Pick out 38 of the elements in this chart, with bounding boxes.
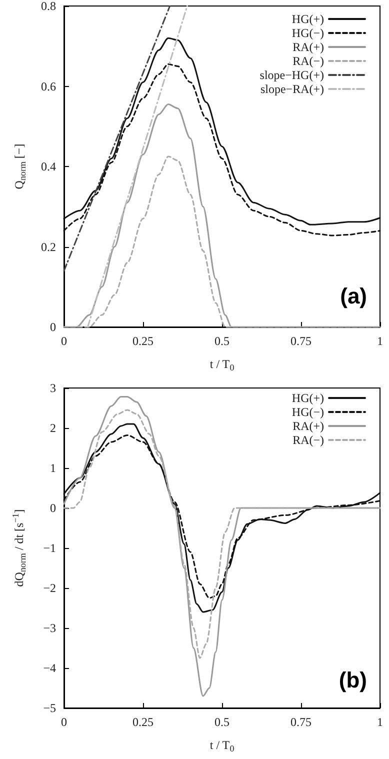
legend-label: RA(−) bbox=[292, 433, 324, 447]
x-tick-label: 0.75 bbox=[290, 334, 312, 348]
legend-label: RA(+) bbox=[292, 40, 324, 54]
legend-label: RA(−) bbox=[292, 54, 324, 68]
y-tick-label: 0.4 bbox=[41, 160, 56, 174]
x-tick-label: 0.25 bbox=[132, 715, 154, 729]
y-tick-label: −1 bbox=[43, 541, 56, 555]
legend-label: HG(−) bbox=[292, 405, 324, 419]
y-tick-label: 3 bbox=[50, 381, 56, 395]
x-tick-label: 1 bbox=[377, 715, 383, 729]
annotation: (a) bbox=[340, 284, 368, 308]
y-tick-label: −2 bbox=[43, 581, 56, 595]
x-tick-label: 0.75 bbox=[290, 715, 312, 729]
y-tick-label: −5 bbox=[43, 701, 56, 715]
x-tick-label: 0.25 bbox=[132, 334, 154, 348]
legend-label: slope−RA(+) bbox=[260, 82, 324, 96]
y-axis-title: Qnorm [−] bbox=[12, 144, 28, 190]
y-tick-label: 2 bbox=[50, 421, 56, 435]
legend-label: HG(+) bbox=[292, 12, 324, 26]
y-tick-label: 0.6 bbox=[41, 79, 56, 94]
legend-label: slope−HG(+) bbox=[260, 68, 324, 82]
y-axis-title: dQnorm / dt [s−1] bbox=[10, 509, 28, 587]
y-tick-label: −3 bbox=[43, 621, 56, 635]
legend-label: HG(−) bbox=[292, 26, 324, 40]
y-tick-label: 0.2 bbox=[41, 240, 56, 254]
y-tick-label: 0 bbox=[50, 501, 56, 515]
y-tick-label: 0 bbox=[50, 320, 56, 334]
y-tick-label: 1 bbox=[50, 461, 56, 475]
x-tick-label: 0 bbox=[61, 715, 67, 729]
y-tick-label: 0.8 bbox=[41, 0, 56, 13]
x-tick-label: 0 bbox=[61, 334, 67, 348]
legend-label: HG(+) bbox=[292, 391, 324, 405]
x-tick-label: 1 bbox=[377, 334, 383, 348]
legend-label: RA(+) bbox=[292, 419, 324, 433]
y-tick-label: −4 bbox=[43, 661, 56, 675]
annotation: (b) bbox=[338, 668, 368, 692]
x-tick-label: 0.5 bbox=[214, 715, 230, 729]
x-tick-label: 0.5 bbox=[214, 334, 230, 348]
